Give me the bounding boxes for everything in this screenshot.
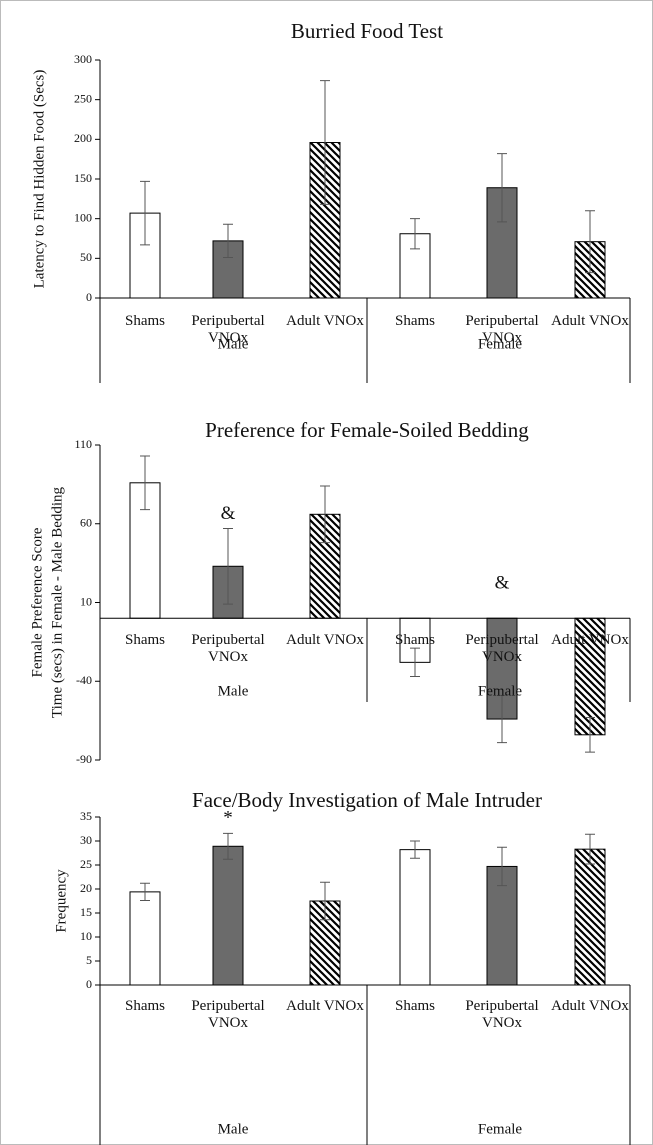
x-tick-label: Adult VNOx — [275, 313, 375, 330]
y-tick-label: -90 — [76, 752, 92, 766]
bar — [574, 617, 606, 736]
annotation: * — [223, 808, 233, 829]
x-tick-text: Adult VNOx — [286, 998, 364, 1014]
y-tick-label: 250 — [74, 91, 92, 105]
x-tick-label: Adult VNOx — [540, 998, 640, 1015]
error-bar — [140, 455, 150, 511]
error-bar — [497, 846, 507, 887]
error-bar — [497, 694, 507, 744]
x-tick-text: Adult VNOx — [551, 632, 629, 648]
error-bar — [320, 485, 330, 544]
x-tick-label: Shams — [365, 313, 465, 330]
x-tick-text: Shams — [124, 998, 165, 1014]
error-bar — [497, 153, 507, 223]
group-label: Male — [218, 1121, 249, 1137]
bar — [129, 891, 161, 986]
group-label: Female — [478, 336, 522, 352]
error-bar — [410, 218, 420, 250]
annotation: & — [221, 503, 236, 524]
error-bar — [223, 832, 233, 860]
y-tick-label: 150 — [74, 171, 92, 185]
x-tick-label: Adult VNOx — [540, 313, 640, 330]
bar — [486, 865, 518, 986]
x-tick-label: Peripubertal VNOx — [452, 313, 552, 347]
x-tick-text: Adult VNOx — [286, 313, 364, 329]
x-tick-label: Peripubertal VNOx — [452, 632, 552, 666]
annotation: & — [495, 573, 510, 594]
y-tick-label: 20 — [80, 881, 92, 895]
error-bar — [223, 223, 233, 259]
y-tick-label: 0 — [86, 290, 92, 304]
x-tick-label: Shams — [365, 998, 465, 1015]
x-tick-text: Shams — [394, 632, 435, 648]
x-tick-label: Peripubertal VNOx — [452, 998, 552, 1032]
x-tick-label: Peripubertal VNOx — [178, 632, 278, 666]
y-tick-label: 35 — [80, 809, 92, 823]
x-tick-label: Shams — [95, 313, 195, 330]
x-tick-text: Shams — [394, 998, 435, 1014]
y-axis-label: Time (secs) in Female - Male Bedding — [49, 486, 65, 718]
x-tick-label: Shams — [95, 998, 195, 1015]
x-tick-text: Adult VNOx — [286, 632, 364, 648]
group-label: Female — [478, 1121, 522, 1137]
x-tick-text: Shams — [124, 313, 165, 329]
x-tick-label: Adult VNOx — [540, 632, 640, 649]
y-tick-label: 30 — [80, 833, 92, 847]
error-bar — [223, 527, 233, 605]
x-tick-text: Peripubertal VNOx — [191, 632, 265, 665]
x-tick-label: Shams — [365, 632, 465, 649]
y-tick-label: 25 — [80, 857, 92, 871]
group-label: Male — [218, 336, 249, 352]
bar — [212, 845, 244, 986]
y-axis-label: Female Preference Score — [29, 527, 45, 677]
chart-title: Burried Food Test — [291, 19, 443, 43]
error-bar — [585, 716, 595, 753]
y-tick-label: 15 — [80, 905, 92, 919]
y-tick-label: 100 — [74, 210, 92, 224]
x-tick-label: Peripubertal VNOx — [178, 313, 278, 347]
x-tick-text: Shams — [124, 632, 165, 648]
x-tick-label: Adult VNOx — [275, 998, 375, 1015]
y-tick-label: 110 — [74, 437, 92, 451]
y-tick-label: 200 — [74, 131, 92, 145]
group-label: Male — [218, 683, 249, 699]
x-tick-text: Peripubertal VNOx — [465, 632, 539, 665]
bar — [574, 848, 606, 986]
x-tick-text: Peripubertal VNOx — [191, 998, 265, 1031]
error-bar — [320, 881, 330, 921]
x-tick-text: Peripubertal VNOx — [465, 313, 539, 346]
x-tick-text: Peripubertal VNOx — [465, 998, 539, 1031]
x-tick-text: Shams — [394, 313, 435, 329]
x-tick-label: Shams — [95, 632, 195, 649]
y-axis-label: Frequency — [53, 869, 69, 933]
x-tick-label: Peripubertal VNOx — [178, 998, 278, 1032]
x-tick-label: Adult VNOx — [275, 632, 375, 649]
x-tick-text: Adult VNOx — [551, 313, 629, 329]
error-bar — [140, 180, 150, 246]
y-tick-label: 0 — [86, 977, 92, 991]
error-bar — [320, 80, 330, 205]
group-label: Female — [478, 683, 522, 699]
y-tick-label: 10 — [80, 929, 92, 943]
error-bar — [410, 840, 420, 859]
x-tick-text: Adult VNOx — [551, 998, 629, 1014]
error-bar — [585, 210, 595, 274]
y-tick-label: -40 — [76, 673, 92, 687]
y-tick-label: 60 — [80, 516, 92, 530]
error-bar — [410, 647, 420, 678]
chart-title: Preference for Female-Soiled Bedding — [205, 418, 529, 442]
chart-title: Face/Body Investigation of Male Intruder — [192, 788, 542, 812]
y-tick-label: 5 — [86, 953, 92, 967]
error-bar — [585, 833, 595, 865]
y-tick-label: 10 — [80, 594, 92, 608]
y-axis-label: Latency to Find Hidden Food (Secs) — [31, 70, 47, 289]
y-tick-label: 50 — [80, 250, 92, 264]
error-bar — [140, 882, 150, 902]
y-tick-label: 300 — [74, 52, 92, 66]
x-tick-text: Peripubertal VNOx — [191, 313, 265, 346]
bar — [399, 849, 431, 986]
